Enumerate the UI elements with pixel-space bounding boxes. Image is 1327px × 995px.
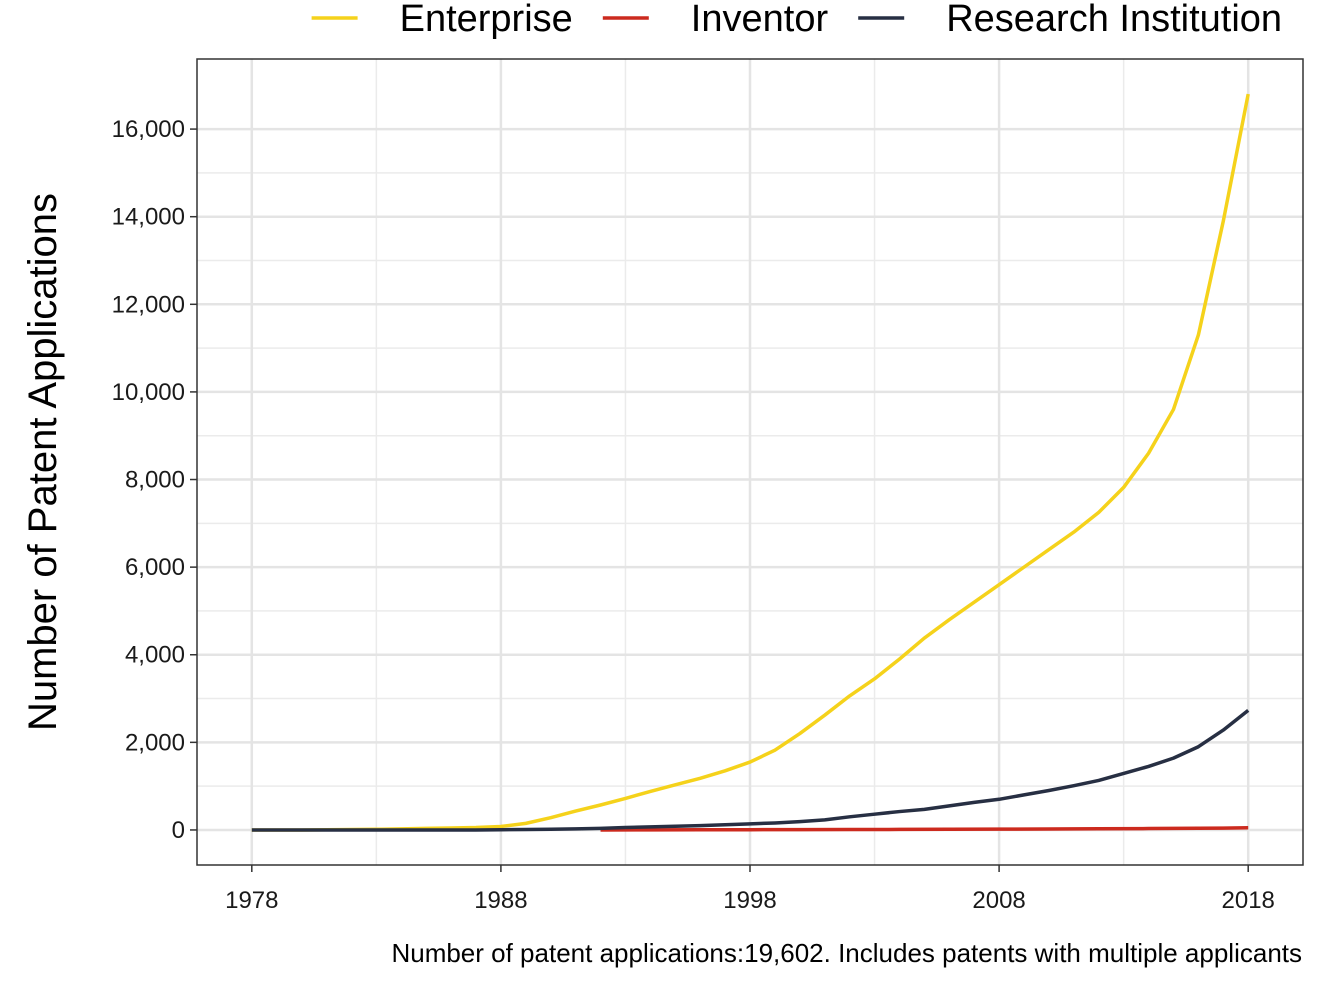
legend-label: Enterprise (400, 0, 573, 40)
y-tick-label: 10,000 (112, 379, 185, 406)
y-tick-label: 4,000 (125, 642, 185, 669)
legend-label: Research Institution (946, 0, 1282, 40)
x-tick-label: 1988 (474, 887, 527, 914)
y-axis: 0 2,000 4,000 6,000 8,000 10,000 12,000 14,000 1… (112, 116, 197, 844)
series-line-inventor (600, 826, 1249, 832)
y-tick-label: 2,000 (125, 729, 185, 756)
x-tick-label: 2018 (1222, 887, 1275, 914)
x-tick-label: 1998 (723, 887, 776, 914)
chart-caption: Number of patent applications:19,602. In… (391, 938, 1302, 968)
x-tick-label: 2008 (972, 887, 1025, 914)
y-tick-label: 14,000 (112, 204, 185, 231)
y-tick-label: 6,000 (125, 554, 185, 581)
y-tick-label: 0 (172, 817, 185, 844)
y-tick-label: 16,000 (112, 116, 185, 143)
y-tick-label: 12,000 (112, 291, 185, 318)
y-tick-label: 8,000 (125, 467, 185, 494)
x-axis: 1978 1988 1998 2008 2018 (225, 865, 1275, 914)
legend-item-inventor: Inventor (602, 0, 829, 40)
x-tick-label: 1978 (225, 887, 278, 914)
legend-label: Inventor (691, 0, 829, 40)
legend: Enterprise Inventor Research Institution (311, 0, 1282, 40)
series-lines (251, 93, 1250, 832)
y-axis-title: Number of Patent Applications (21, 193, 65, 731)
series-line-research-institution (251, 708, 1250, 832)
legend-item-research-institution: Research Institution (858, 0, 1282, 40)
legend-item-enterprise: Enterprise (311, 0, 573, 40)
